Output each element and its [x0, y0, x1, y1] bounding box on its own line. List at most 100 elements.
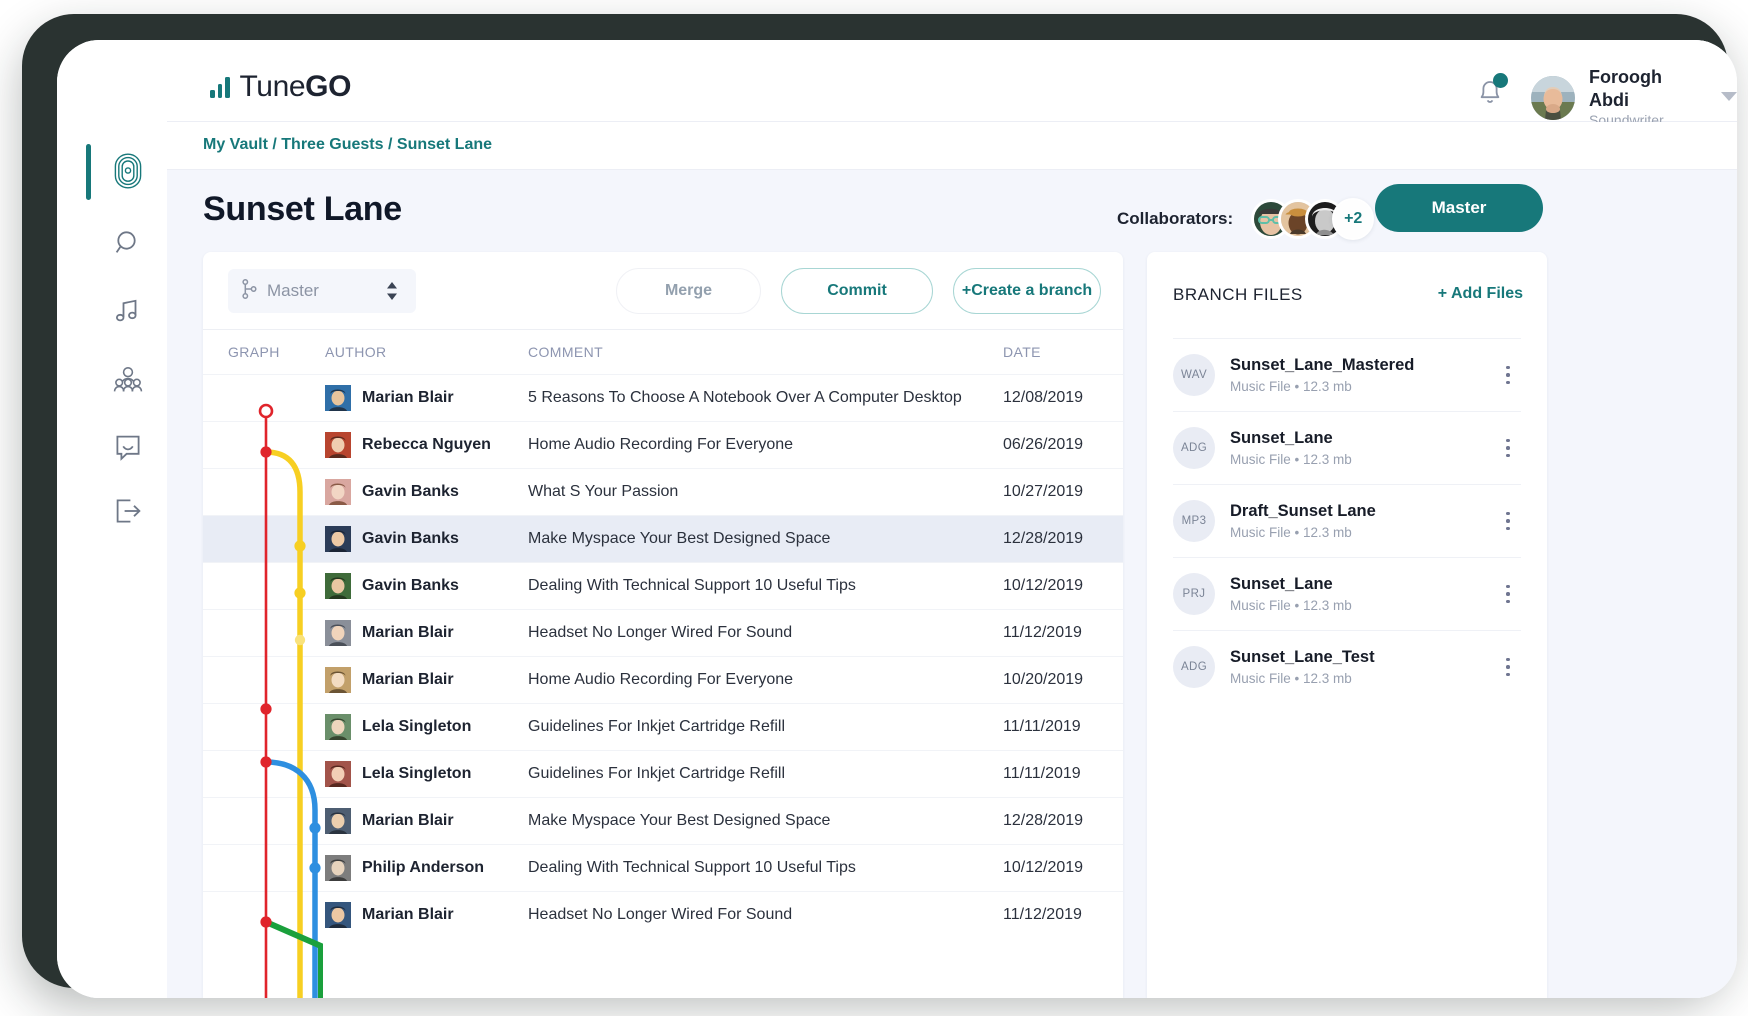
table-row[interactable]: Lela Singleton Guidelines For Inkjet Cart… [203, 703, 1123, 750]
breadcrumb-item-1[interactable]: Three Guests [281, 136, 384, 153]
author-avatar [325, 808, 351, 834]
kebab-menu-icon[interactable] [1497, 655, 1519, 679]
column-header-graph: GRAPH [228, 344, 280, 360]
file-list-item[interactable]: MP3 Draft_Sunset Lane Music File • 12.3 mb [1173, 484, 1521, 557]
stepper-updown-icon[interactable] [386, 281, 398, 306]
author-avatar [325, 432, 351, 458]
breadcrumb-separator-0: / [272, 136, 277, 153]
commit-author: Marian Blair [325, 620, 454, 646]
merge-button[interactable]: Merge [616, 268, 761, 314]
file-name: Draft_Sunset Lane [1230, 502, 1376, 520]
file-list-item[interactable]: PRJ Sunset_Lane Music File • 12.3 mb [1173, 557, 1521, 630]
page-title: Sunset Lane [203, 190, 402, 228]
table-row[interactable]: Marian Blair Headset No Longer Wired For … [203, 609, 1123, 656]
table-row[interactable]: Lela Singleton Guidelines For Inkjet Cart… [203, 750, 1123, 797]
breadcrumb-item-2[interactable]: Sunset Lane [396, 136, 493, 153]
commits-toolbar: Master Merge Commit +Create a branch [203, 252, 1123, 330]
master-button[interactable]: Master [1375, 184, 1543, 232]
file-subtitle: Music File • 12.3 mb [1230, 598, 1352, 613]
breadcrumb-item-0[interactable]: My Vault [203, 136, 268, 153]
commit-comment: Make Myspace Your Best Designed Space [528, 530, 831, 547]
notification-badge [1493, 73, 1508, 88]
create-branch-button[interactable]: +Create a branch [953, 268, 1101, 314]
commit-author: Marian Blair [325, 902, 454, 928]
table-row[interactable]: Marian Blair Headset No Longer Wired For … [203, 891, 1123, 938]
table-row[interactable]: Gavin Banks Dealing With Technical Suppor… [203, 562, 1123, 609]
author-name: Gavin Banks [362, 577, 459, 594]
commit-comment: Dealing With Technical Support 10 Useful… [528, 859, 856, 876]
file-subtitle: Music File • 12.3 mb [1230, 379, 1352, 394]
commit-comment: Guidelines For Inkjet Cartridge Refill [528, 765, 785, 782]
commit-date: 12/28/2019 [1003, 812, 1084, 829]
collaborators-label: Collaborators: [1117, 209, 1234, 228]
commit-date: 11/11/2019 [1003, 718, 1081, 735]
commits-table-header: GRAPH AUTHOR COMMENT DATE [203, 330, 1123, 374]
commit-author: Lela Singleton [325, 761, 471, 787]
commit-comment: Home Audio Recording For Everyone [528, 436, 794, 453]
user-menu[interactable]: Foroogh Abdi Soundwriter [1531, 66, 1737, 129]
sidebar-item-vault[interactable] [97, 140, 159, 202]
branch-icon [242, 278, 257, 304]
table-row[interactable]: Gavin Banks What S Your Passion 10/27/2019 [203, 468, 1123, 515]
logo-text-thin: Tune [239, 70, 306, 103]
commit-button[interactable]: Commit [781, 268, 933, 314]
logout-icon [114, 497, 142, 525]
sidebar-item-collaborators[interactable] [97, 349, 159, 411]
collaborators: Collaborators: [1117, 198, 1375, 240]
commit-date: 12/08/2019 [1003, 389, 1084, 406]
commit-author: Marian Blair [325, 667, 454, 693]
music-note-icon [114, 297, 142, 325]
table-row[interactable]: Marian Blair 5 Reasons To Choose A Notebo… [203, 374, 1123, 421]
file-list-item[interactable]: ADG Sunset_Lane_Test Music File • 12.3 mb [1173, 630, 1521, 703]
commit-author: Lela Singleton [325, 714, 471, 740]
app-logo[interactable]: TuneGO [210, 70, 351, 104]
author-name: Marian Blair [362, 906, 454, 923]
kebab-menu-icon[interactable] [1497, 436, 1519, 460]
commit-author: Marian Blair [325, 808, 454, 834]
collaborators-more[interactable]: +2 [1332, 198, 1375, 240]
kebab-menu-icon[interactable] [1497, 363, 1519, 387]
commits-panel: Master Merge Commit +Create a branch GRA [203, 252, 1123, 998]
sidebar-item-search[interactable] [97, 212, 159, 274]
commit-date: 11/12/2019 [1003, 624, 1082, 641]
table-row[interactable]: Marian Blair Make Myspace Your Best Desig… [203, 797, 1123, 844]
table-row[interactable]: Marian Blair Home Audio Recording For Eve… [203, 656, 1123, 703]
commit-comment: What S Your Passion [528, 483, 679, 500]
chevron-down-icon[interactable] [1721, 89, 1737, 107]
sidebar-item-messages[interactable] [97, 417, 159, 479]
commit-date: 12/28/2019 [1003, 530, 1084, 547]
commit-date: 06/26/2019 [1003, 436, 1084, 453]
file-subtitle: Music File • 12.3 mb [1230, 452, 1352, 467]
fingerprint-icon [113, 153, 143, 189]
file-subtitle: Music File • 12.3 mb [1230, 525, 1352, 540]
sidebar-item-music[interactable] [97, 280, 159, 342]
breadcrumb-bar [167, 122, 1737, 170]
column-header-date: DATE [1003, 344, 1041, 360]
commit-comment: Headset No Longer Wired For Sound [528, 906, 793, 923]
commit-author: Gavin Banks [325, 479, 459, 505]
author-avatar [325, 385, 351, 411]
author-avatar [325, 667, 351, 693]
search-icon [114, 229, 142, 257]
table-row[interactable]: Philip Anderson Dealing With Technical Su… [203, 844, 1123, 891]
branch-files-list: WAV Sunset_Lane_Mastered Music File • 12.3… [1147, 338, 1547, 703]
bell-icon[interactable] [1473, 74, 1507, 108]
add-files-button[interactable]: + Add Files [1437, 285, 1523, 302]
file-subtitle: Music File • 12.3 mb [1230, 671, 1352, 686]
author-avatar [325, 573, 351, 599]
file-list-item[interactable]: WAV Sunset_Lane_Mastered Music File • 12.3… [1173, 338, 1521, 411]
author-avatar [325, 479, 351, 505]
commit-author: Gavin Banks [325, 526, 459, 552]
table-row[interactable]: Gavin Banks Make Myspace Your Best Design… [203, 515, 1123, 562]
sidebar-item-logout[interactable] [97, 480, 159, 542]
commit-comment: Headset No Longer Wired For Sound [528, 624, 793, 641]
kebab-menu-icon[interactable] [1497, 582, 1519, 606]
file-name: Sunset_Lane_Mastered [1230, 356, 1415, 374]
author-avatar [325, 902, 351, 928]
branch-select[interactable]: Master [228, 269, 416, 313]
table-row[interactable]: Rebecca Nguyen Home Audio Recording For E… [203, 421, 1123, 468]
kebab-menu-icon[interactable] [1497, 509, 1519, 533]
commit-author: Gavin Banks [325, 573, 459, 599]
file-list-item[interactable]: ADG Sunset_Lane Music File • 12.3 mb [1173, 411, 1521, 484]
breadcrumb-separator-1: / [387, 136, 393, 153]
